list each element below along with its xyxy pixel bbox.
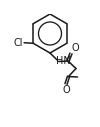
Text: HN: HN	[56, 57, 71, 67]
Text: O: O	[72, 43, 80, 53]
Text: O: O	[62, 85, 70, 95]
Text: Cl: Cl	[13, 38, 23, 48]
